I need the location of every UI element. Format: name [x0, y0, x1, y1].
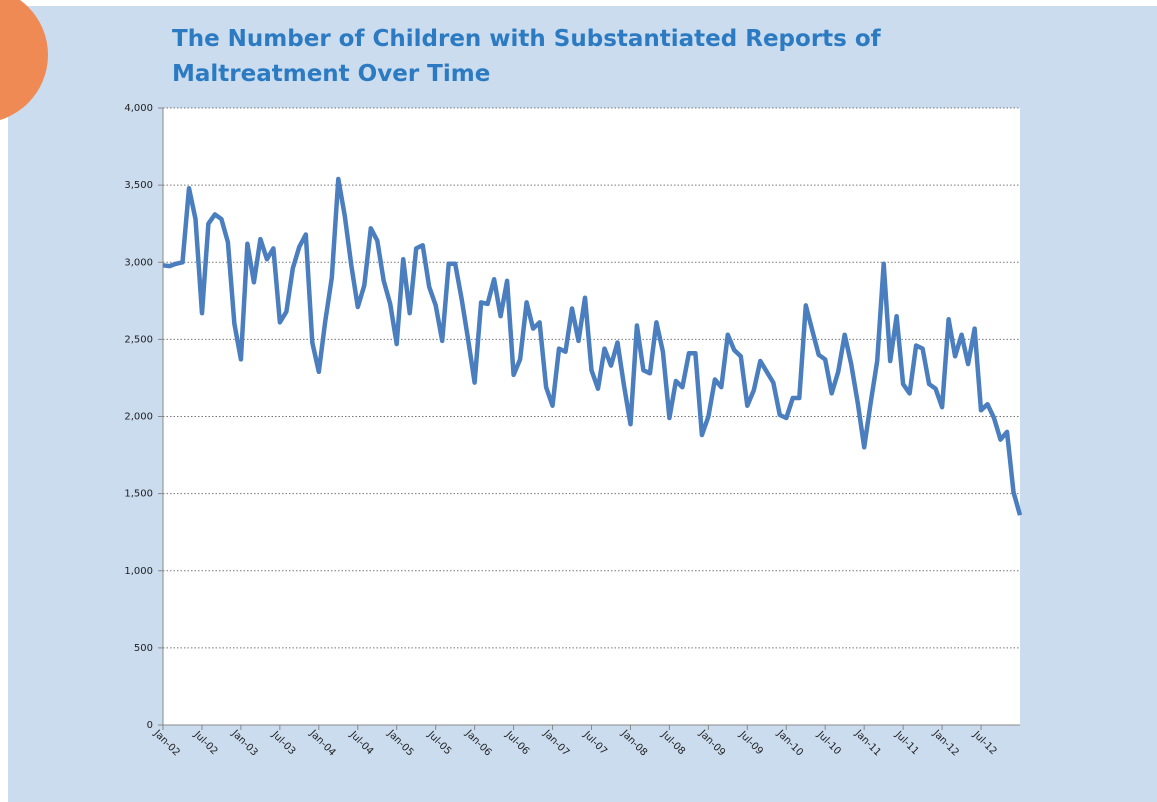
y-tick-label: 3,000	[124, 257, 153, 268]
chart-title: The Number of Children with Substantiate…	[172, 26, 882, 52]
y-tick-label: 0	[147, 720, 153, 731]
decor-circle	[0, 0, 48, 120]
y-tick-label: 1,500	[124, 489, 153, 500]
data-line	[162, 176, 1023, 516]
y-tick-label: 2,500	[124, 334, 153, 345]
y-tick-label: 500	[134, 643, 153, 654]
y-tick-label: 1,000	[124, 566, 153, 577]
y-tick-label: 2,000	[124, 412, 153, 423]
y-tick-label: 3,500	[124, 180, 153, 191]
y-tick-label: 4,000	[124, 103, 153, 114]
chart-title: Maltreatment Over Time	[172, 61, 490, 87]
